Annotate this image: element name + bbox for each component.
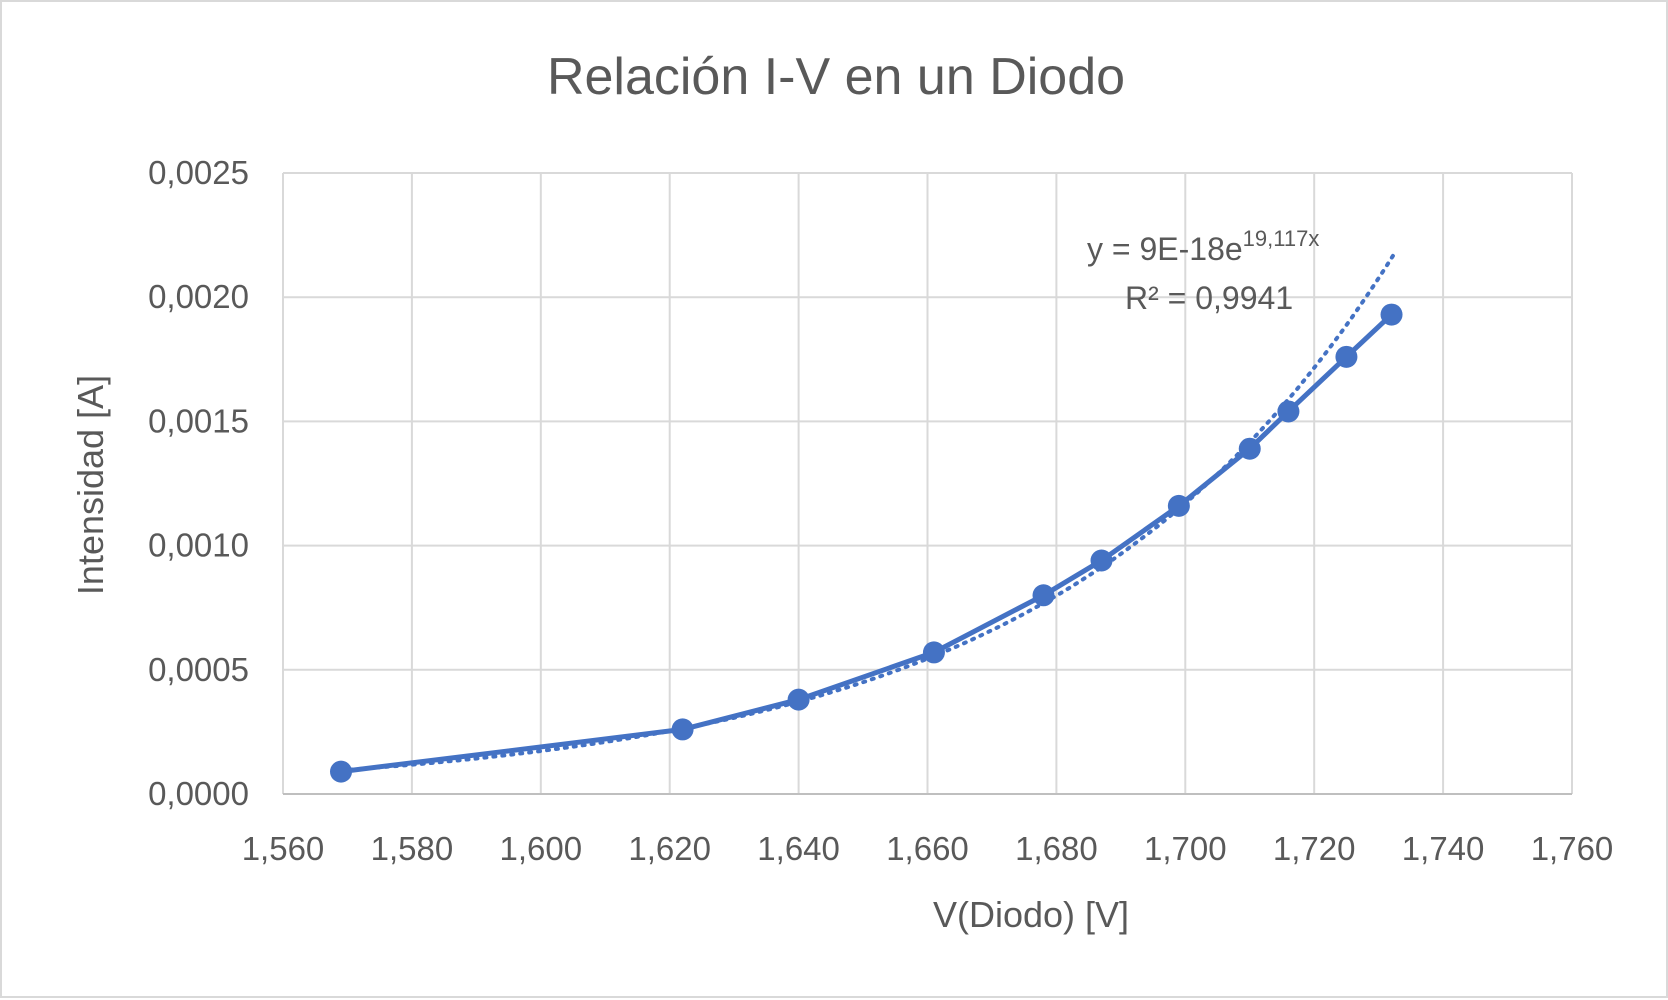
x-tick-label: 1,680 (1015, 830, 1098, 867)
data-point (1277, 400, 1300, 423)
trendline (339, 250, 1397, 773)
x-tick-label: 1,700 (1144, 830, 1227, 867)
tick-labels: 0,0000 0,0005 0,0010 0,0015 0,0020 0,0025 1,56… (148, 154, 1613, 867)
x-tick-label: 1,760 (1531, 830, 1614, 867)
x-tick-label: 1,560 (242, 830, 325, 867)
data-point (1032, 584, 1055, 607)
x-tick-label: 1,600 (500, 830, 583, 867)
data-point (1238, 437, 1261, 460)
trendline-label: y = 9E-18e19,117x R² = 0,9941 (1087, 226, 1319, 316)
trendline-r-squared: R² = 0,9941 (1125, 280, 1293, 316)
series-line (340, 312, 1394, 775)
y-tick-label: 0,0005 (148, 651, 249, 688)
x-tick-label: 1,660 (886, 830, 969, 867)
data-point (922, 641, 945, 664)
data-point (787, 688, 810, 711)
y-tick-label: 0,0025 (148, 154, 249, 191)
trendline-equation-main: y = 9E-18e (1087, 231, 1243, 267)
y-tick-label: 0,0010 (148, 527, 249, 564)
data-point (1335, 345, 1358, 368)
x-tick-label: 1,720 (1273, 830, 1356, 867)
x-tick-label: 1,580 (371, 830, 454, 867)
chart-title: Relación I-V en un Diodo (547, 48, 1125, 106)
trendline-equation: y = 9E-18e19,117x (1087, 226, 1319, 267)
y-tick-label: 0,0020 (148, 278, 249, 315)
trendline-equation-exponent: 19,117x (1243, 226, 1320, 251)
x-tick-label: 1,620 (628, 830, 711, 867)
trendline-curve (339, 250, 1397, 773)
x-axis-title: V(Diodo) [V] (933, 894, 1129, 935)
x-tick-label: 1,740 (1402, 830, 1485, 867)
data-point (1380, 303, 1403, 326)
data-series (330, 303, 1403, 783)
y-tick-label: 0,0015 (148, 402, 249, 439)
y-axis-title: Intensidad [A] (70, 375, 111, 595)
data-point (1090, 549, 1113, 572)
data-point (671, 718, 694, 741)
data-point (1167, 494, 1190, 517)
gridlines (282, 172, 1573, 795)
y-tick-label: 0,0000 (148, 775, 249, 812)
x-tick-label: 1,640 (757, 830, 840, 867)
data-point (330, 760, 353, 783)
